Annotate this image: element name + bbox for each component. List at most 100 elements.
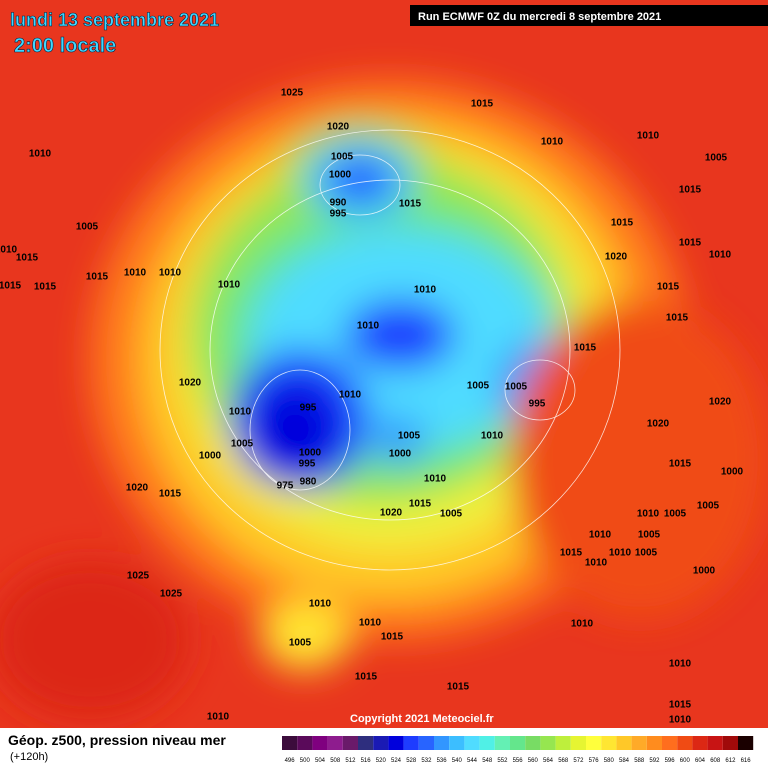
pressure-label: 1010 (424, 474, 447, 485)
pressure-label: 1005 (467, 381, 490, 392)
colorbar-label: 544 (467, 758, 478, 764)
colorbar-swatch (707, 736, 723, 750)
pressure-label: 995 (529, 399, 546, 410)
colorbar-label: 592 (649, 758, 660, 764)
pressure-label: 1015 (657, 282, 680, 293)
pressure-label: 1010 (669, 715, 692, 726)
pressure-label: 1010 (159, 268, 182, 279)
pressure-label: 1015 (574, 343, 597, 354)
pressure-label: 1025 (160, 589, 183, 600)
colorbar-swatch (646, 736, 662, 750)
pressure-label: 1010 (124, 268, 147, 279)
colorbar-swatch (494, 736, 510, 750)
pressure-label: 1000 (721, 467, 744, 478)
colorbar-label: 560 (528, 758, 539, 764)
colorbar-label: 540 (452, 758, 463, 764)
colorbar-label: 564 (543, 758, 554, 764)
pressure-label: 1010 (637, 509, 660, 520)
map-subtitle: 2:00 locale (14, 35, 116, 57)
pressure-label: 1010 (589, 530, 612, 541)
pressure-label: 1005 (289, 638, 312, 649)
colorbar-label: 600 (680, 758, 691, 764)
pressure-label: 995 (299, 459, 316, 470)
pressure-label: 1015 (679, 238, 702, 249)
colorbar-swatch (525, 736, 541, 750)
pressure-label: 1015 (471, 99, 494, 110)
pressure-label: 1005 (697, 501, 720, 512)
colorbar-swatch (738, 736, 754, 750)
colorbar-swatch (434, 736, 450, 750)
pressure-label: 1025 (127, 571, 150, 582)
colorbar-label: 616 (741, 758, 752, 764)
pressure-label: 1020 (380, 508, 403, 519)
pressure-label: 1000 (389, 449, 412, 460)
pressure-label: 1010 (571, 619, 594, 630)
pressure-label: 1015 (159, 489, 182, 500)
pressure-label: 1005 (398, 431, 421, 442)
pressure-label: 1015 (447, 682, 470, 693)
pressure-label: 1010 (414, 285, 437, 296)
colorbar-label: 516 (361, 758, 372, 764)
legend-title: Géop. z500, pression niveau mer (8, 732, 226, 748)
pressure-label: 1010 (29, 149, 52, 160)
colorbar-swatch (616, 736, 632, 750)
colorbar-swatch (586, 736, 602, 750)
copyright: Copyright 2021 Meteociel.fr (350, 713, 494, 725)
colorbar-label: 552 (497, 758, 508, 764)
pressure-label: 1020 (179, 378, 202, 389)
colorbar-label: 496 (285, 758, 296, 764)
pressure-label: 1010 (207, 712, 230, 723)
colorbar-swatch (677, 736, 693, 750)
colorbar-swatch (479, 736, 495, 750)
pressure-label: 1010 (359, 618, 382, 629)
colorbar-label: 548 (482, 758, 493, 764)
pressure-label: 1010 (637, 131, 660, 142)
pressure-label: 1015 (669, 459, 692, 470)
pressure-label: 1015 (381, 632, 404, 643)
colorbar-swatch (601, 736, 617, 750)
pressure-label: 1015 (0, 281, 22, 292)
colorbar-label: 568 (558, 758, 569, 764)
pressure-label: 1005 (705, 153, 728, 164)
pressure-label: 1005 (231, 439, 254, 450)
pressure-label: 1000 (199, 451, 222, 462)
pressure-label: 1000 (299, 448, 322, 459)
colorbar-label: 508 (330, 758, 341, 764)
colorbar-label: 612 (725, 758, 736, 764)
pressure-label: 1015 (86, 272, 109, 283)
colorbar-swatch (373, 736, 389, 750)
colorbar-swatch (555, 736, 571, 750)
pressure-label: 1010 (709, 250, 732, 261)
colorbar-label: 604 (695, 758, 706, 764)
colorbar-swatch (449, 736, 465, 750)
pressure-label: 1015 (560, 548, 583, 559)
pressure-label: 1005 (76, 222, 99, 233)
pressure-label: 1015 (16, 253, 39, 264)
pressure-label: 1010 (609, 548, 632, 559)
pressure-label: 995 (300, 403, 317, 414)
pressure-label: 1020 (126, 483, 149, 494)
pressure-label: 1010 (669, 659, 692, 670)
colorbar-swatch (282, 736, 298, 750)
colorbar-swatch (540, 736, 556, 750)
pressure-label: 980 (300, 477, 317, 488)
colorbar-label: 584 (619, 758, 630, 764)
colorbar-swatch (403, 736, 419, 750)
colorbar-label: 500 (300, 758, 311, 764)
colorbar-swatch (631, 736, 647, 750)
pressure-label: 1010 (218, 280, 241, 291)
pressure-label: 1005 (440, 509, 463, 520)
colorbar-swatch (297, 736, 313, 750)
pressure-label: 1005 (638, 530, 661, 541)
pressure-label: 1010 (481, 431, 504, 442)
pressure-label: 1010 (357, 321, 380, 332)
pressure-label: 1015 (611, 218, 634, 229)
map-field: 1025 1020 1015 1010 1010 1005 1000 990 995 1015 10… (0, 0, 768, 728)
colorbar-label: 596 (665, 758, 676, 764)
pressure-label: 990 (330, 198, 347, 209)
pressure-label: 1025 (281, 88, 304, 99)
colorbar-label: 512 (345, 758, 356, 764)
pressure-label: 1020 (709, 397, 732, 408)
run-info: Run ECMWF 0Z du mercredi 8 septembre 202… (418, 11, 661, 23)
